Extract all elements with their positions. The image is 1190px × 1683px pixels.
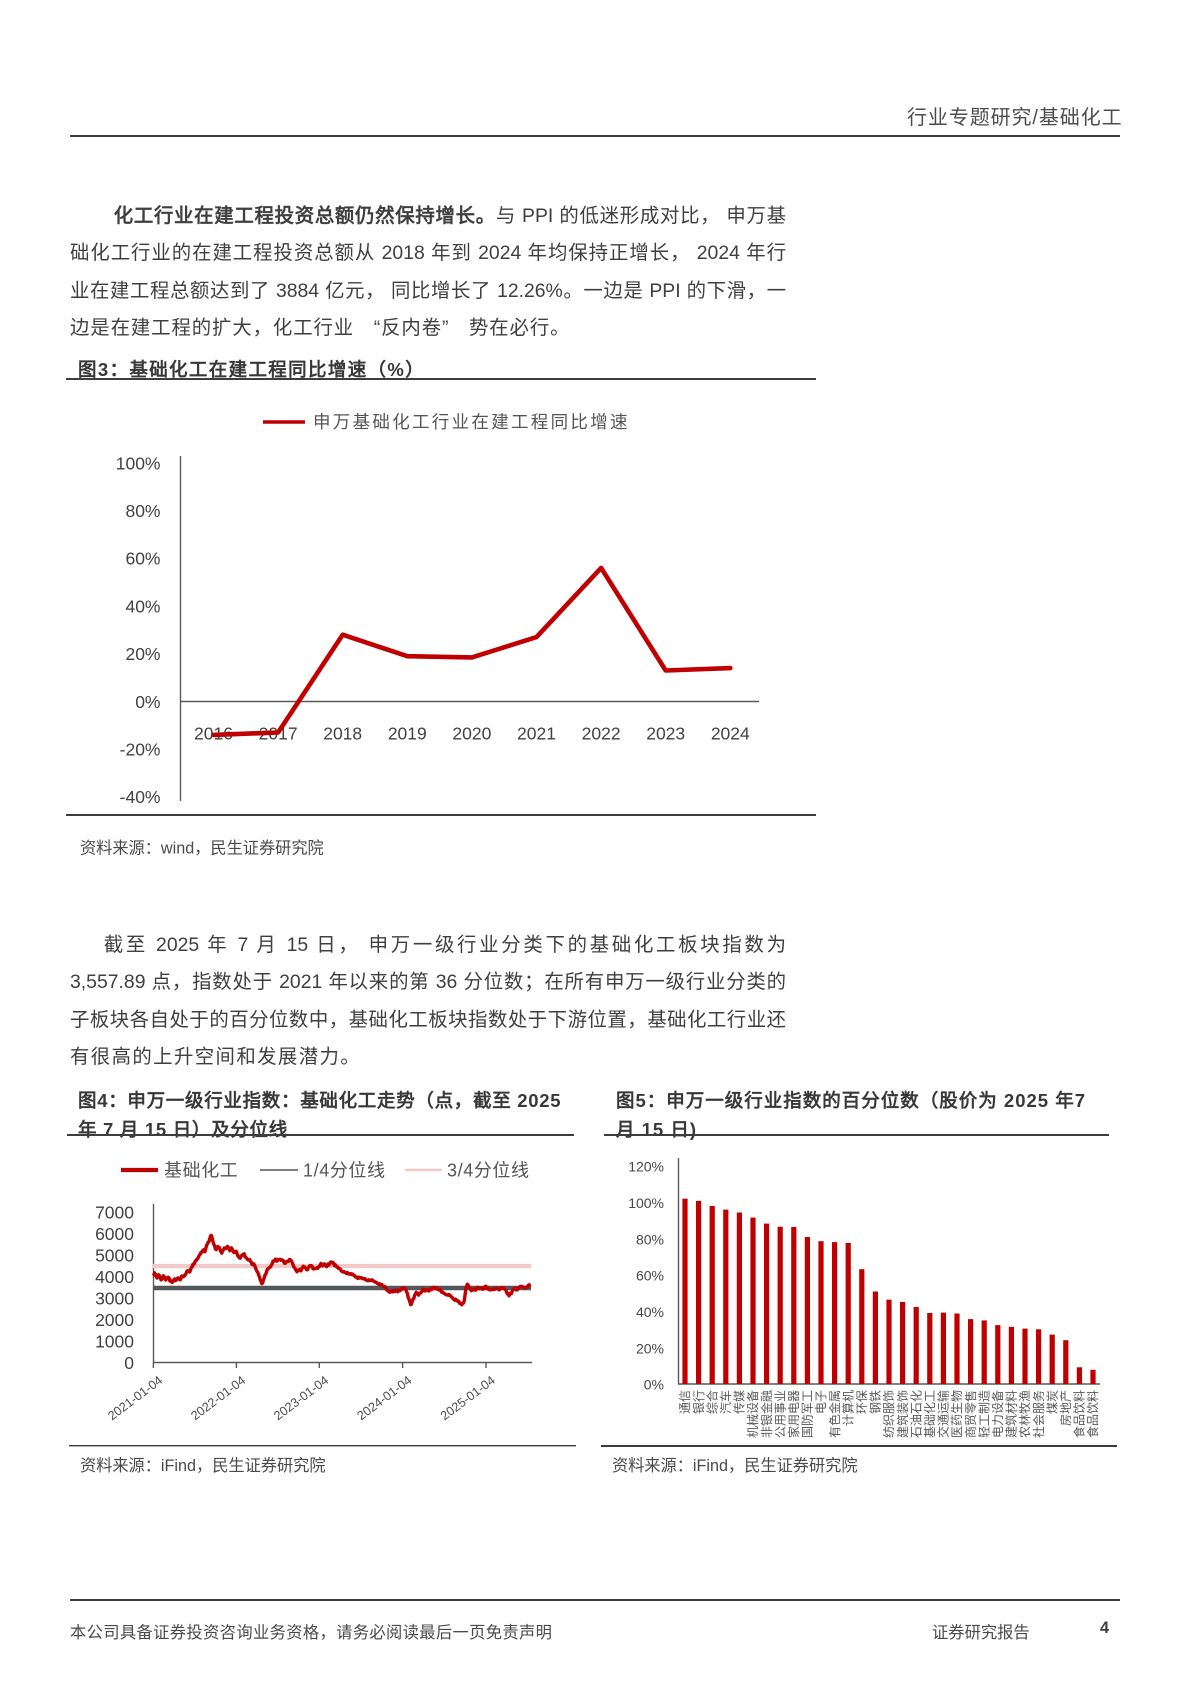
svg-text:钢铁: 钢铁 <box>869 1390 883 1414</box>
svg-text:6000: 6000 <box>95 1224 134 1244</box>
svg-text:3/4分位线: 3/4分位线 <box>447 1160 530 1180</box>
svg-text:银行: 银行 <box>692 1390 706 1414</box>
svg-text:资料来源：iFind，民生证券研究院: 资料来源：iFind，民生证券研究院 <box>612 1457 858 1475</box>
svg-text:0%: 0% <box>644 1377 664 1393</box>
svg-text:2022-01-04: 2022-01-04 <box>188 1373 248 1423</box>
svg-text:60%: 60% <box>125 549 160 569</box>
svg-text:2021: 2021 <box>517 724 556 744</box>
svg-text:传媒: 传媒 <box>732 1390 747 1414</box>
svg-text:煤炭: 煤炭 <box>1045 1390 1059 1414</box>
svg-text:机械设备: 机械设备 <box>745 1390 760 1438</box>
svg-text:食品饮料: 食品饮料 <box>1085 1390 1100 1438</box>
svg-text:0%: 0% <box>135 692 160 712</box>
svg-text:1/4分位线: 1/4分位线 <box>303 1160 386 1180</box>
svg-text:80%: 80% <box>636 1231 664 1247</box>
svg-text:20%: 20% <box>636 1340 664 1356</box>
svg-text:环保: 环保 <box>855 1390 869 1414</box>
svg-text:家用电器: 家用电器 <box>786 1390 801 1438</box>
svg-text:1000: 1000 <box>95 1332 134 1352</box>
svg-text:基础化工: 基础化工 <box>164 1160 238 1180</box>
svg-text:资料来源：wind，民生证券研究院: 资料来源：wind，民生证券研究院 <box>80 840 324 858</box>
svg-text:非银金融: 非银金融 <box>759 1390 774 1438</box>
svg-text:农林牧渔: 农林牧渔 <box>1018 1390 1032 1438</box>
svg-text:建筑装饰: 建筑装饰 <box>895 1390 910 1438</box>
svg-text:商贸零售: 商贸零售 <box>963 1390 978 1438</box>
svg-text:房地产: 房地产 <box>1058 1390 1073 1426</box>
svg-text:社会服务: 社会服务 <box>1031 1390 1046 1438</box>
svg-text:2023: 2023 <box>646 724 685 744</box>
svg-text:120%: 120% <box>628 1159 664 1175</box>
svg-text:2024: 2024 <box>711 724 750 744</box>
svg-text:2023-01-04: 2023-01-04 <box>271 1373 331 1423</box>
svg-text:2020: 2020 <box>452 724 491 744</box>
svg-text:7000: 7000 <box>95 1203 134 1223</box>
svg-text:基础化工: 基础化工 <box>923 1390 937 1438</box>
svg-text:计算机: 计算机 <box>840 1390 855 1426</box>
svg-text:2018: 2018 <box>323 724 362 744</box>
svg-text:通信: 通信 <box>678 1390 692 1414</box>
svg-text:60%: 60% <box>636 1268 664 1284</box>
svg-text:资料来源：iFind，民生证券研究院: 资料来源：iFind，民生证券研究院 <box>80 1457 326 1475</box>
svg-text:建筑材料: 建筑材料 <box>1004 1390 1019 1438</box>
svg-text:40%: 40% <box>125 596 160 616</box>
svg-text:2024-01-04: 2024-01-04 <box>355 1373 415 1423</box>
svg-text:-20%: -20% <box>120 740 161 760</box>
svg-text:2021-01-04: 2021-01-04 <box>105 1373 165 1423</box>
svg-text:轻工制造: 轻工制造 <box>977 1390 991 1438</box>
svg-text:20%: 20% <box>125 644 160 664</box>
svg-text:100%: 100% <box>628 1195 664 1211</box>
svg-text:-40%: -40% <box>120 787 161 807</box>
svg-text:纺织服饰: 纺织服饰 <box>882 1390 896 1438</box>
svg-text:4000: 4000 <box>95 1267 134 1287</box>
svg-text:医药生物: 医药生物 <box>950 1390 964 1438</box>
svg-text:3000: 3000 <box>95 1289 134 1309</box>
svg-text:电子: 电子 <box>814 1390 828 1414</box>
svg-text:100%: 100% <box>116 453 161 473</box>
svg-text:电力设备: 电力设备 <box>991 1390 1005 1438</box>
svg-text:食品饮料: 食品饮料 <box>1072 1390 1087 1438</box>
svg-text:40%: 40% <box>636 1304 664 1320</box>
svg-text:2022: 2022 <box>582 724 621 744</box>
svg-text:申万基础化工行业在建工程同比增速: 申万基础化工行业在建工程同比增速 <box>313 412 630 432</box>
svg-text:综合: 综合 <box>704 1390 719 1414</box>
svg-text:有色金属: 有色金属 <box>827 1390 842 1438</box>
svg-text:80%: 80% <box>125 501 160 521</box>
svg-text:2000: 2000 <box>95 1310 134 1330</box>
svg-text:汽车: 汽车 <box>718 1390 733 1414</box>
svg-text:0: 0 <box>124 1353 134 1373</box>
svg-text:国防军工: 国防军工 <box>800 1390 815 1438</box>
svg-text:石油石化: 石油石化 <box>909 1390 923 1438</box>
svg-text:2025-01-04: 2025-01-04 <box>438 1373 498 1423</box>
svg-text:公用事业: 公用事业 <box>773 1390 787 1438</box>
svg-text:交通运输: 交通运输 <box>936 1390 951 1438</box>
svg-text:2019: 2019 <box>388 724 427 744</box>
svg-text:5000: 5000 <box>95 1246 134 1266</box>
